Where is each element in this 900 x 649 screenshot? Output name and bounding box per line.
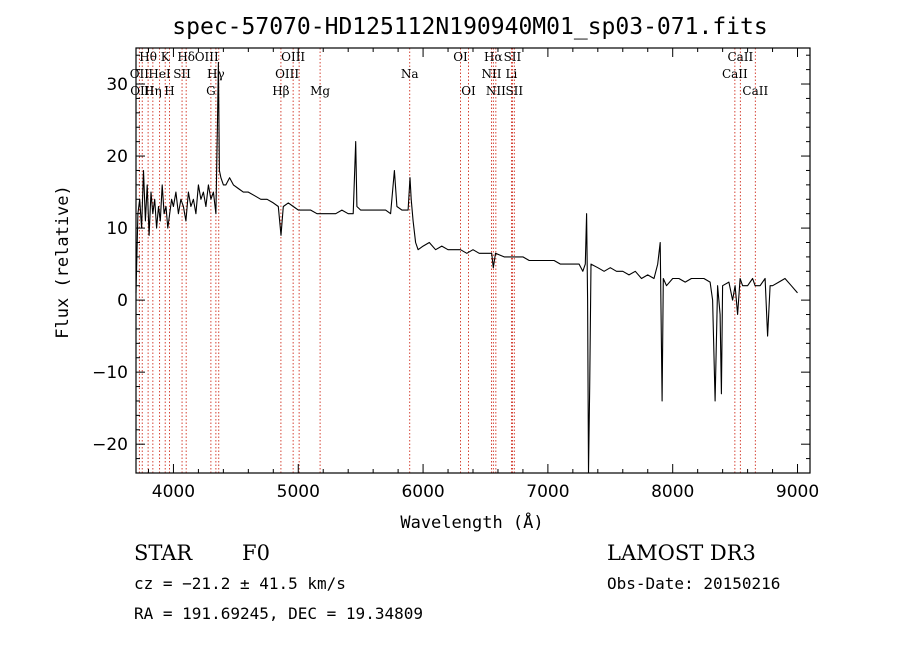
line-label: SII (505, 84, 523, 98)
line-label: Hα (484, 50, 503, 64)
chart-title: spec-57070-HD125112N190940M01_sp03-071.f… (172, 14, 767, 40)
line-label: H (164, 84, 174, 98)
y-tick-label: 30 (106, 75, 128, 95)
object-class: STAR (134, 541, 193, 565)
x-axis: 4000 5000 6000 7000 8000 9000 (147, 48, 819, 502)
y-tick-label: −10 (92, 363, 128, 383)
x-tick-label: 5000 (277, 482, 320, 502)
line-label: SII (504, 50, 522, 64)
line-label: OI (453, 50, 468, 64)
object-subclass: F0 (242, 541, 270, 565)
line-label: G (206, 84, 216, 98)
line-label: Hθ (139, 50, 157, 64)
line-label: Li (506, 67, 518, 81)
line-label: Mg (310, 84, 330, 98)
y-tick-label: 0 (117, 291, 128, 311)
line-label: Na (401, 67, 419, 81)
line-label: OIII (195, 50, 219, 64)
y-axis: −20 −10 0 10 20 30 (92, 54, 810, 460)
reference-lines (138, 48, 756, 473)
x-tick-label: 7000 (526, 482, 569, 502)
line-label: SII (173, 67, 191, 81)
observation-date: Obs-Date: 20150216 (607, 574, 780, 593)
x-tick-label: 8000 (651, 482, 694, 502)
survey-name: LAMOST DR3 (607, 541, 756, 565)
x-axis-label: Wavelength (Å) (400, 511, 543, 533)
x-tick-label: 6000 (401, 482, 444, 502)
x-tick-label: 9000 (776, 482, 819, 502)
y-tick-label: −20 (92, 435, 128, 455)
line-label: OI (461, 84, 476, 98)
line-label: K (161, 50, 171, 64)
line-label: Hδ (177, 50, 195, 64)
line-label: OII (130, 67, 150, 81)
y-tick-label: 20 (106, 147, 128, 167)
line-label: OIII (281, 50, 305, 64)
redshift-velocity: cz = −21.2 ± 41.5 km/s (134, 574, 346, 593)
line-label: CaII (722, 67, 748, 81)
spectrum-line (135, 61, 798, 474)
line-label: NII (481, 67, 501, 81)
line-label: NII (486, 84, 506, 98)
line-label: CaII (727, 50, 753, 64)
y-axis-label: Flux (relative) (53, 185, 73, 339)
coordinates: RA = 191.69245, DEC = 19.34809 (134, 604, 423, 623)
line-label: Hγ (207, 67, 225, 81)
line-label: OIII (275, 67, 299, 81)
line-label: Hβ (272, 84, 289, 98)
y-tick-label: 10 (106, 219, 128, 239)
line-label: HeI (148, 67, 171, 81)
plot-frame (135, 47, 811, 474)
line-label: Hη (144, 84, 162, 98)
x-tick-label: 4000 (152, 482, 195, 502)
line-label: CaII (742, 84, 768, 98)
